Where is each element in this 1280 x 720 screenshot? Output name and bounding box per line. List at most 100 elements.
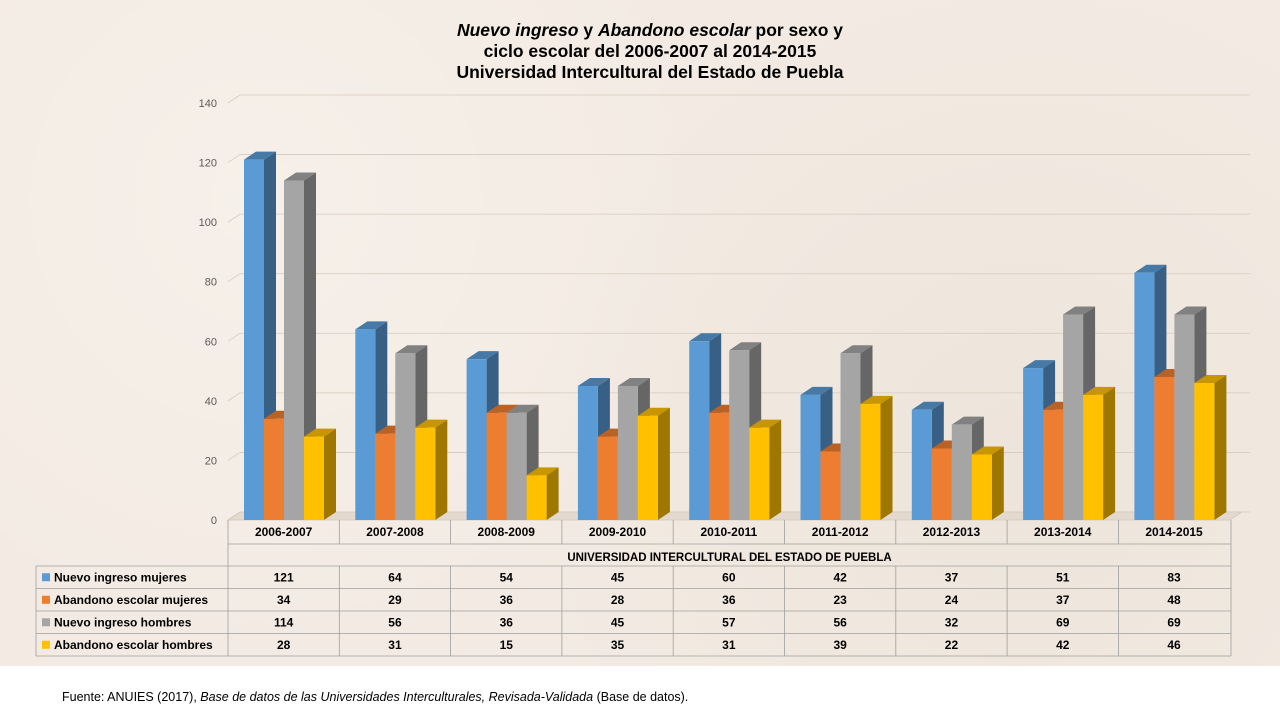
bar-front [597, 436, 618, 520]
gridline-depth [227, 94, 241, 104]
legend-swatch [42, 595, 50, 604]
source-suffix: (Base de datos). [593, 690, 689, 704]
x-category-label: 2012-2013 [923, 525, 981, 539]
bar-top [1023, 360, 1056, 369]
bar-top [840, 345, 873, 354]
source-prefix: Fuente: ANUIES (2017), [62, 690, 201, 704]
y-tick-label: 120 [199, 158, 217, 170]
bar-front [800, 394, 821, 520]
data-label: 56 [388, 616, 402, 630]
data-label: 29 [388, 593, 402, 607]
gridline-depth [227, 213, 241, 223]
bar-top [911, 401, 944, 410]
y-tick-label: 40 [205, 396, 217, 408]
data-label: 114 [274, 616, 294, 630]
bar-top [637, 407, 670, 416]
title-line-2: ciclo escolar del 2006-2007 al 2014-2015 [483, 41, 817, 61]
bar-top [749, 419, 782, 428]
data-label: 57 [722, 616, 736, 630]
bar-front [840, 353, 861, 520]
bar-front [1134, 272, 1155, 520]
data-label: 28 [611, 593, 625, 607]
x-category-label: 2011-2012 [812, 525, 869, 539]
data-label: 22 [945, 638, 959, 652]
bar-front [931, 448, 952, 520]
bar-top [355, 321, 388, 330]
data-label: 51 [1056, 571, 1070, 585]
bar-top [1063, 306, 1096, 315]
data-label: 37 [1056, 593, 1070, 607]
bar-front [729, 350, 750, 520]
bar-front [526, 475, 547, 520]
gridline-depth [227, 452, 241, 461]
title-abandono-escolar: Abandono escolar [597, 20, 751, 40]
x-category-label: 2013-2014 [1034, 525, 1092, 539]
data-label: 24 [945, 593, 959, 607]
bar-front [911, 409, 932, 520]
bar-front [637, 415, 658, 520]
bar-front [1023, 368, 1044, 520]
data-label: 64 [388, 571, 402, 585]
bar-front [860, 403, 881, 520]
bar-front [617, 385, 638, 520]
x-category-label: 2009-2010 [589, 525, 647, 539]
bar [860, 395, 893, 520]
data-label: 42 [833, 571, 847, 585]
gridline-depth [227, 273, 241, 283]
x-axis-label: UNIVERSIDAD INTERCULTURAL DEL ESTADO DE … [567, 552, 891, 564]
data-label: 23 [833, 593, 847, 607]
bar-side [769, 419, 782, 520]
bar [304, 428, 336, 520]
y-tick-label: 80 [205, 277, 217, 289]
bar-top [951, 416, 984, 425]
bar-front [1083, 394, 1104, 520]
y-tick-label: 100 [199, 217, 217, 229]
source-note: Fuente: ANUIES (2017), Base de datos de … [62, 690, 688, 704]
bar-top [617, 377, 650, 386]
bar-front [1174, 314, 1195, 520]
bar-top [284, 172, 316, 181]
data-label: 56 [833, 616, 847, 630]
bar-top [506, 404, 539, 413]
y-tick-label: 0 [211, 515, 217, 527]
bar-front [375, 433, 396, 520]
bar [971, 446, 1004, 520]
bar-side [324, 428, 336, 520]
gridline-depth [227, 154, 241, 163]
data-label: 45 [611, 616, 625, 630]
data-label: 48 [1167, 593, 1181, 607]
data-label: 28 [277, 638, 291, 652]
bar-top [1083, 386, 1116, 395]
bar-front [264, 418, 284, 520]
legend-label: Abandono escolar hombres [54, 638, 213, 652]
data-label: 42 [1056, 638, 1070, 652]
bar-front [709, 412, 730, 520]
bar-front [971, 454, 992, 520]
y-tick-label: 140 [199, 98, 217, 110]
bar-top [1194, 374, 1227, 383]
bar-side [880, 395, 893, 520]
bar-side [435, 419, 448, 520]
bar-front [415, 427, 436, 520]
title-nuevo-ingreso: Nuevo ingreso [456, 20, 579, 40]
y-tick-label: 60 [205, 336, 217, 348]
legend-swatch [42, 640, 50, 649]
bar-side [546, 467, 559, 520]
bar-front [577, 385, 598, 520]
data-label: 45 [611, 571, 625, 585]
bar-front [304, 436, 324, 520]
bar-front [1154, 377, 1175, 520]
data-label: 39 [833, 638, 847, 652]
bar-front [244, 159, 264, 521]
bar-top [395, 345, 428, 354]
legend-label: Abandono escolar mujeres [54, 593, 208, 607]
x-category-label: 2008-2009 [478, 525, 536, 539]
bar-front [486, 412, 507, 520]
bar-top [577, 377, 610, 386]
gridline-depth [227, 392, 241, 402]
legend-label: Nuevo ingreso mujeres [54, 571, 187, 585]
bar-top [486, 404, 519, 413]
data-label: 83 [1167, 571, 1181, 585]
bar-side [1214, 374, 1227, 520]
bar-front [689, 341, 710, 520]
